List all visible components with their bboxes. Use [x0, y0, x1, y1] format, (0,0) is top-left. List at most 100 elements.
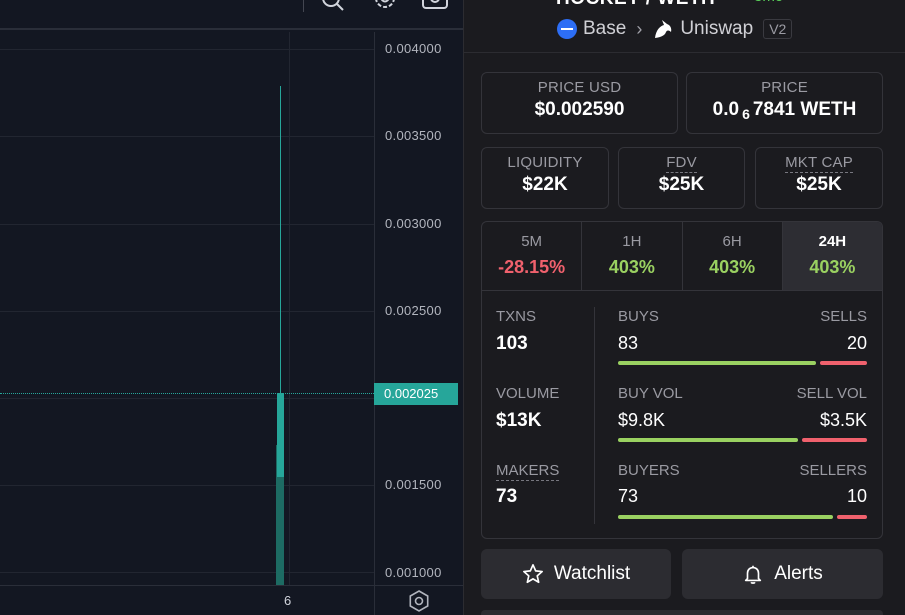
timeframe-tabs: 5M -28.15% 1H 403% 6H 403% 24H 403%	[481, 221, 883, 291]
buys-sells-row: BUYS SELLS 83 20	[618, 308, 867, 368]
settings-gear-icon[interactable]	[372, 0, 398, 14]
tab-1h-label: 1H	[622, 233, 642, 250]
fdv-box[interactable]: FDV $25K	[618, 147, 745, 209]
buy-vol-label: BUY VOL	[618, 385, 683, 402]
sell-vol-bar	[802, 438, 867, 442]
tab-1h-change: 403%	[608, 257, 655, 277]
sells-bar	[820, 361, 867, 365]
sellers-label: SELLERS	[799, 462, 867, 479]
buys-label: BUYS	[618, 308, 659, 325]
makers-value: 73	[496, 486, 518, 507]
buyers-value: 73	[618, 486, 639, 506]
txns-value: 103	[496, 333, 528, 354]
liquidity-box: LIQUIDITY $22K	[481, 147, 609, 209]
price-usd-value: $0.002590	[534, 99, 625, 120]
pair-title: HOCKEY / WETH	[556, 0, 715, 10]
price-chart[interactable]: 0.004000 0.003500 0.003000 0.002500 0.00…	[0, 0, 463, 615]
makers-label[interactable]: MAKERS	[496, 462, 560, 481]
volume-bar	[276, 445, 284, 585]
pair-age: 3mo	[754, 0, 783, 5]
sell-vol-label: SELL VOL	[796, 385, 867, 402]
camera-icon[interactable]	[422, 0, 448, 14]
price-native-rest: 7841 WETH	[752, 99, 857, 120]
tab-24h-change: 403%	[809, 257, 856, 277]
grid-line	[0, 311, 374, 312]
grid-line	[0, 398, 374, 399]
bell-icon	[745, 565, 762, 584]
buyers-sellers-bar	[618, 515, 867, 519]
txns-label: TXNS	[496, 308, 537, 325]
tab-5m-label: 5M	[521, 233, 543, 250]
volume-value: $13K	[496, 410, 542, 431]
price-usd-box: PRICE USD $0.002590	[481, 72, 678, 134]
dex-name[interactable]: Uniswap	[680, 18, 754, 39]
price-axis-label: 0.001500	[385, 477, 442, 492]
star-icon	[522, 564, 543, 584]
price-native-zeros: 6	[742, 106, 750, 122]
version-badge: V2	[763, 19, 793, 39]
volume-label: VOLUME	[496, 385, 560, 402]
buyers-label: BUYERS	[618, 462, 680, 479]
market-cap-box[interactable]: MKT CAP $25K	[755, 147, 883, 209]
time-axis-label: 6	[284, 593, 292, 608]
buys-sells-bar	[618, 361, 867, 365]
alerts-label: Alerts	[774, 563, 823, 584]
price-native-prefix: 0.0	[712, 99, 740, 120]
buys-bar	[618, 361, 816, 365]
chain-name[interactable]: Base	[583, 18, 627, 39]
fdv-label: FDV	[666, 154, 697, 173]
grid-line	[0, 572, 374, 573]
transaction-stats: TXNS 103 VOLUME $13K MAKERS 73 BUYS SELL…	[481, 290, 883, 539]
current-price-label: 0.002025	[374, 383, 458, 405]
price-axis-label: 0.003500	[385, 128, 442, 143]
buy-vol-bar	[618, 438, 798, 442]
chart-toolbar	[0, 0, 463, 30]
tab-6h-change: 403%	[709, 257, 756, 277]
sell-vol-value: $3.5K	[819, 410, 867, 430]
alerts-button[interactable]: Alerts	[682, 549, 883, 599]
grid-line	[0, 485, 374, 486]
market-cap-value: $25K	[796, 174, 842, 195]
price-usd-label: PRICE USD	[537, 79, 622, 96]
liquidity-label: LIQUIDITY	[507, 154, 583, 171]
price-native-label: PRICE	[761, 79, 808, 96]
price-native-value: 0.0 6 7841 WETH	[687, 99, 882, 122]
volume-split-row: BUY VOL SELL VOL $9.8K $3.5K	[618, 385, 867, 445]
tab-5m-change: -28.15%	[498, 257, 566, 277]
time-axis-border	[0, 585, 463, 586]
sellers-value: 10	[846, 486, 867, 506]
grid-line	[0, 224, 374, 225]
buy-vol-value: $9.8K	[618, 410, 666, 430]
fdv-value: $25K	[658, 174, 705, 195]
uniswap-unicorn-icon	[655, 20, 672, 38]
volume-split-bar	[618, 438, 867, 442]
pair-info-panel: HOCKEY / WETH 3mo Base › Uniswap V2 PRIC…	[463, 0, 905, 615]
price-axis-border	[374, 32, 375, 615]
sells-value: 20	[846, 333, 867, 353]
sells-label: SELLS	[820, 308, 867, 325]
tab-5m[interactable]: 5M -28.15%	[482, 222, 583, 291]
axis-settings-icon[interactable]	[408, 590, 430, 612]
zoom-icon[interactable]	[320, 0, 346, 14]
toolbar-separator	[303, 0, 304, 12]
price-axis-label: 0.002500	[385, 303, 442, 318]
chain-breadcrumb: Base › Uniswap V2	[557, 16, 793, 42]
tab-6h[interactable]: 6H 403%	[683, 222, 783, 291]
buyers-bar	[618, 515, 833, 519]
candle-body-top	[277, 393, 284, 477]
tab-1h[interactable]: 1H 403%	[582, 222, 683, 291]
current-price-line	[0, 393, 374, 394]
price-native-box: PRICE 0.0 6 7841 WETH	[686, 72, 883, 134]
stats-divider	[594, 307, 595, 524]
liquidity-value: $22K	[522, 174, 568, 195]
grid-line-vertical	[289, 32, 290, 585]
price-axis-label: 0.004000	[385, 41, 442, 56]
base-chain-icon	[557, 19, 577, 39]
tab-24h[interactable]: 24H 403%	[782, 222, 882, 291]
grid-line	[0, 49, 374, 50]
tab-24h-label: 24H	[818, 233, 847, 250]
watchlist-button[interactable]: Watchlist	[481, 549, 671, 599]
buyers-sellers-row: BUYERS SELLERS 73 10	[618, 462, 867, 522]
header-divider	[464, 52, 905, 53]
grid-line	[0, 136, 374, 137]
